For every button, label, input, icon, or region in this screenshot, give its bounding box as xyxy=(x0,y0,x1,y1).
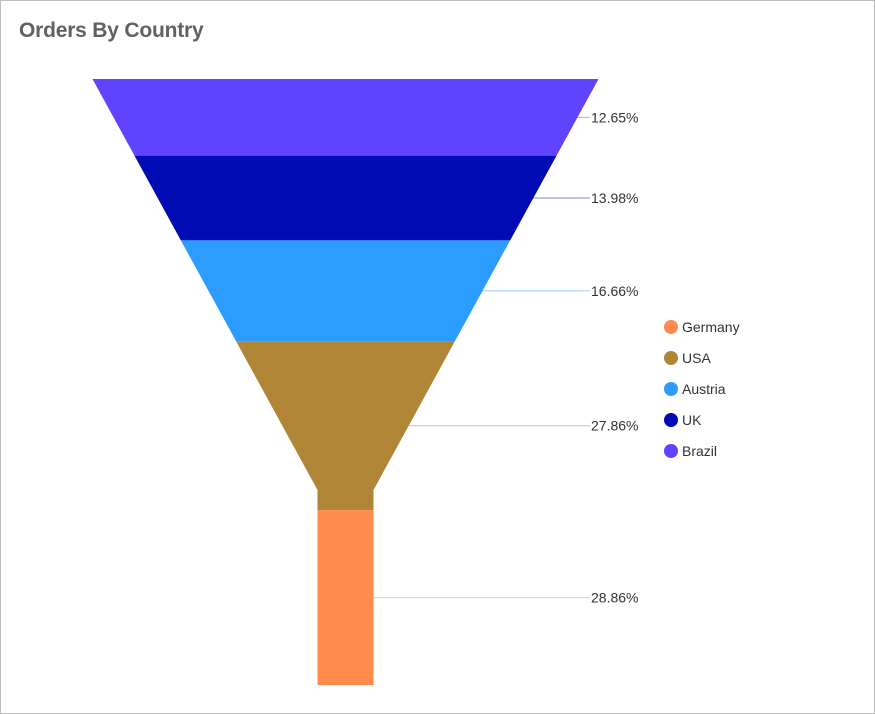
data-label-germany: 28.86% xyxy=(591,590,638,606)
data-label-brazil: 12.65% xyxy=(591,109,638,125)
legend-marker-icon xyxy=(664,381,678,396)
legend-item-uk[interactable]: UK xyxy=(664,404,740,435)
data-label-usa: 27.86% xyxy=(591,418,638,434)
funnel-segment-brazil[interactable] xyxy=(92,79,599,156)
legend-label: UK xyxy=(682,411,702,428)
legend-item-austria[interactable]: Austria xyxy=(664,373,740,404)
legend-item-usa[interactable]: USA xyxy=(664,342,740,373)
funnel-segment-germany[interactable] xyxy=(317,510,374,685)
legend-label: USA xyxy=(682,349,711,366)
data-label-austria: 16.66% xyxy=(591,283,638,299)
legend-item-brazil[interactable]: Brazil xyxy=(664,435,740,466)
legend-label: Germany xyxy=(682,318,740,335)
legend-item-germany[interactable]: Germany xyxy=(664,311,740,342)
funnel-segment-usa[interactable] xyxy=(236,341,455,511)
chart-title: Orders By Country xyxy=(19,19,204,42)
legend-marker-icon xyxy=(664,412,678,427)
legend-marker-icon xyxy=(664,443,678,458)
funnel-segment-uk[interactable] xyxy=(134,155,557,241)
legend-marker-icon xyxy=(664,319,678,334)
legend-label: Austria xyxy=(682,380,726,397)
funnel-segment-austria[interactable] xyxy=(180,240,511,342)
legend-marker-icon xyxy=(664,350,678,365)
data-label-uk: 13.98% xyxy=(591,190,638,206)
legend-label: Brazil xyxy=(682,442,718,459)
chart-legend: Germany USA Austria UK Brazil xyxy=(664,311,740,466)
